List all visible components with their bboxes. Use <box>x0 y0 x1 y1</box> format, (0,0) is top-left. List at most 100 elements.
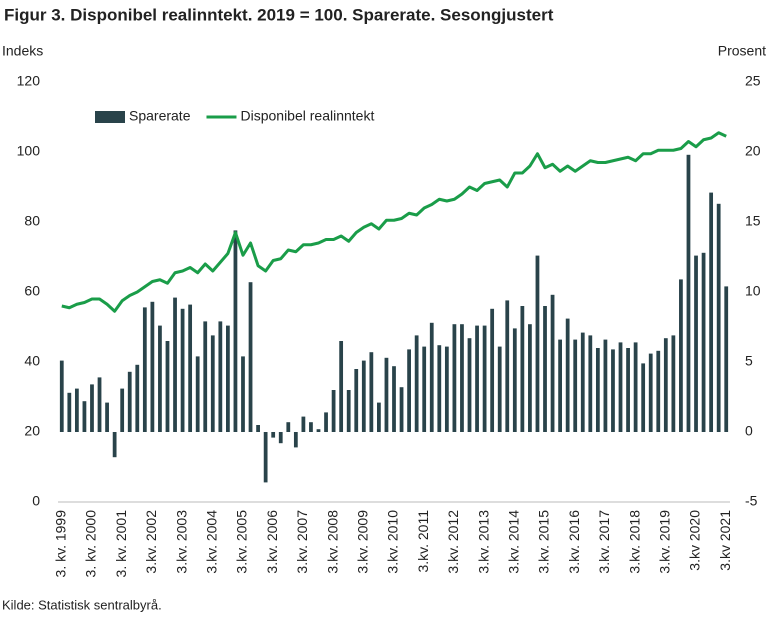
bar <box>354 369 359 432</box>
bar <box>339 341 344 432</box>
x-tick-label: 3.kv. 2010 <box>385 510 401 574</box>
bar <box>512 328 517 432</box>
y-tick-label: 20 <box>24 423 40 439</box>
bar <box>694 255 698 432</box>
bar <box>331 390 336 432</box>
bar <box>558 339 562 432</box>
bar <box>709 192 714 432</box>
bar <box>679 279 683 432</box>
bar <box>671 335 676 432</box>
bar <box>263 432 268 483</box>
y2-tick-label: 25 <box>745 73 761 89</box>
bar <box>716 203 721 432</box>
bar <box>158 325 162 432</box>
y-tick-label: 40 <box>24 353 40 369</box>
y-tick-label: 100 <box>17 143 41 159</box>
bar <box>626 348 630 432</box>
bar <box>97 377 102 432</box>
x-tick-label: 3.kv. 2009 <box>355 510 371 574</box>
bar <box>377 402 381 432</box>
legend-label: Sparerate <box>129 108 191 124</box>
x-tick-label: 3.kv. 2007 <box>294 510 310 574</box>
bar <box>271 432 276 438</box>
x-tick-label: 3.kv. 2011 <box>415 510 431 573</box>
x-tick-label: 3.kv. 2008 <box>324 510 340 574</box>
bar <box>90 384 94 432</box>
bar <box>120 388 125 432</box>
bar <box>241 356 245 432</box>
bar <box>505 300 510 432</box>
bar <box>226 325 230 432</box>
bar <box>663 338 668 432</box>
bar <box>188 304 193 432</box>
bar <box>256 425 260 432</box>
bar <box>603 339 608 432</box>
y2-tick-label: 10 <box>745 283 761 299</box>
x-tick-label: 3.kv. 2002 <box>143 510 159 574</box>
bar <box>112 432 117 458</box>
bar <box>588 335 593 432</box>
bar <box>392 366 396 432</box>
bar <box>528 324 532 432</box>
bar <box>173 297 177 432</box>
bar <box>135 364 140 432</box>
x-tick-label: 3.kv. 2016 <box>566 510 582 574</box>
bar <box>633 342 638 432</box>
bar <box>550 294 555 432</box>
x-tick-label: 3.kv. 2004 <box>203 510 219 574</box>
bar <box>203 321 208 432</box>
bar <box>490 308 495 432</box>
x-tick-label: 3.kv. 2005 <box>234 510 250 574</box>
bar <box>573 339 578 432</box>
bar <box>82 401 87 432</box>
bar <box>324 412 328 432</box>
y2-tick-label: 5 <box>745 353 753 369</box>
bar <box>724 286 729 432</box>
y2-tick-label: -5 <box>745 493 758 509</box>
bar <box>248 282 253 432</box>
bar <box>165 341 170 432</box>
y-tick-label: 80 <box>24 213 40 229</box>
x-tick-label: 3.kv. 2014 <box>506 510 522 574</box>
bar <box>618 342 623 432</box>
bar <box>565 318 570 432</box>
bar <box>142 307 147 432</box>
y-tick-label: 120 <box>17 73 41 89</box>
bar <box>59 360 64 432</box>
x-tick-label: 3. kv. 2000 <box>83 510 99 578</box>
legend-swatch <box>95 111 125 123</box>
bar <box>150 301 155 432</box>
bar <box>701 252 706 432</box>
x-tick-label: 3.kv. 2017 <box>596 510 612 574</box>
bar <box>195 356 200 432</box>
bar <box>369 352 374 432</box>
bar <box>543 306 547 432</box>
bar <box>278 432 283 444</box>
x-tick-label: 3.kv. 2003 <box>173 510 189 574</box>
bar <box>105 402 109 432</box>
bar <box>293 432 298 448</box>
y-tick-label: 60 <box>24 283 40 299</box>
bar <box>429 322 434 432</box>
bar <box>210 335 215 432</box>
bar <box>316 429 321 432</box>
y-tick-label: 0 <box>32 493 40 509</box>
x-tick-label: 3.kv. 2018 <box>626 510 642 574</box>
y-axis-label: Indeks <box>2 43 43 59</box>
bar <box>422 346 427 432</box>
bar <box>361 360 366 432</box>
bar <box>301 416 306 432</box>
bar <box>127 371 132 432</box>
x-tick-label: 3.kv. 2006 <box>264 510 280 574</box>
bar <box>407 349 411 432</box>
source: Kilde: Statistisk sentralbyrå. <box>2 597 162 612</box>
y2-tick-label: 15 <box>745 213 761 229</box>
x-tick-label: 3.kv. 2015 <box>536 510 552 574</box>
y2-tick-label: 0 <box>745 423 753 439</box>
legend-label: Disponibel realinntekt <box>240 108 374 124</box>
bar <box>67 392 72 432</box>
bar <box>437 345 442 432</box>
bar <box>641 363 646 432</box>
bar <box>399 387 404 432</box>
bar <box>535 255 540 432</box>
